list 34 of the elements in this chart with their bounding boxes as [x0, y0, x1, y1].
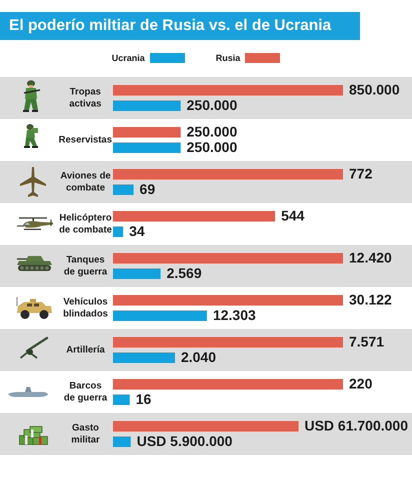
data-label: 850.000	[349, 82, 400, 98]
bar	[113, 184, 134, 196]
data-label: 7.571	[349, 334, 384, 350]
data-label: 2.569	[166, 265, 202, 282]
data-label: 250.000	[186, 97, 238, 114]
data-label: 34	[129, 223, 145, 240]
y-tick-label: Reservistas	[58, 134, 112, 146]
data-label: USD 5.900.000	[136, 433, 233, 450]
data-label: 2.040	[180, 349, 216, 366]
data-label: 12.303	[212, 307, 256, 324]
legend-label: Ucrania	[112, 52, 145, 62]
data-label: 772	[349, 166, 373, 182]
data-label: 544	[281, 208, 305, 224]
data-label: 69	[140, 181, 156, 198]
y-tick-label: Gasto militar	[71, 422, 100, 446]
data-label: 30.122	[349, 292, 392, 308]
data-label: 250.000	[186, 124, 238, 140]
data-label: 220	[349, 376, 373, 392]
data-label: 12.420	[349, 250, 392, 266]
y-tick-label: Barcos de guerra	[64, 380, 108, 404]
bar	[113, 226, 124, 238]
legend-label: Rusia	[216, 52, 240, 62]
chart-title: El poderío miltiar de Rusia vs. el de Ucrania	[0, 12, 360, 40]
bar	[113, 168, 343, 180]
y-tick-label: Vehículos blindados	[63, 296, 108, 320]
y-tick-label: Helicóptero de combate	[59, 212, 112, 236]
y-tick-label: Artillería	[66, 344, 106, 356]
data-label: USD 61.700.000	[304, 418, 408, 434]
data-label: 250.000	[186, 139, 238, 156]
bar	[113, 210, 276, 222]
data-label: 16	[136, 391, 152, 408]
y-tick-label: Aviones de combate	[60, 170, 111, 194]
y-tick-label: Tanques de guerra	[64, 254, 108, 278]
y-tick-label: Tropas activas	[69, 86, 102, 110]
